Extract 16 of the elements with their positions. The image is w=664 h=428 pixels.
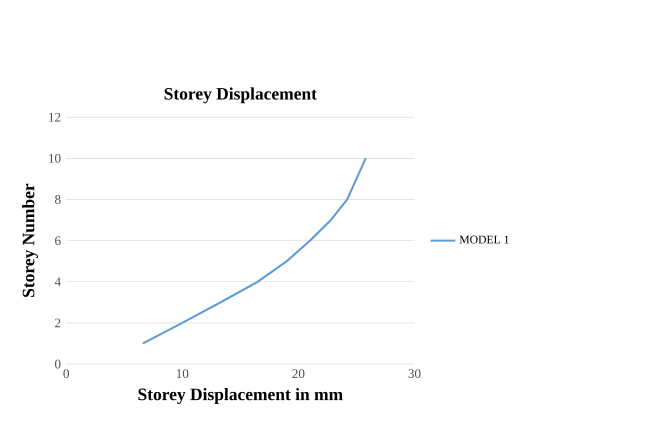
- y-axis-title: Storey Number: [22, 184, 38, 297]
- line-series: [142, 157, 367, 344]
- y-tick-label: 8: [55, 194, 61, 204]
- legend-label: MODEL 1: [460, 236, 509, 244]
- y-tick-label: 2: [55, 318, 60, 328]
- x-tick-label: 10: [176, 369, 188, 378]
- y-tick-label: 4: [54, 277, 61, 286]
- y-tick-label: 12: [49, 112, 60, 122]
- x-tick-label: 0: [63, 369, 69, 378]
- x-tick-label: 30: [408, 369, 421, 378]
- y-tick-label: 0: [55, 360, 61, 368]
- y-tick-label: 6: [55, 236, 61, 245]
- chart-title: Storey Displacement: [164, 87, 317, 104]
- x-tick-label: 20: [292, 369, 304, 378]
- x-axis-title: Storey Displacement in mm: [138, 388, 343, 404]
- y-tick-label: 10: [49, 154, 61, 163]
